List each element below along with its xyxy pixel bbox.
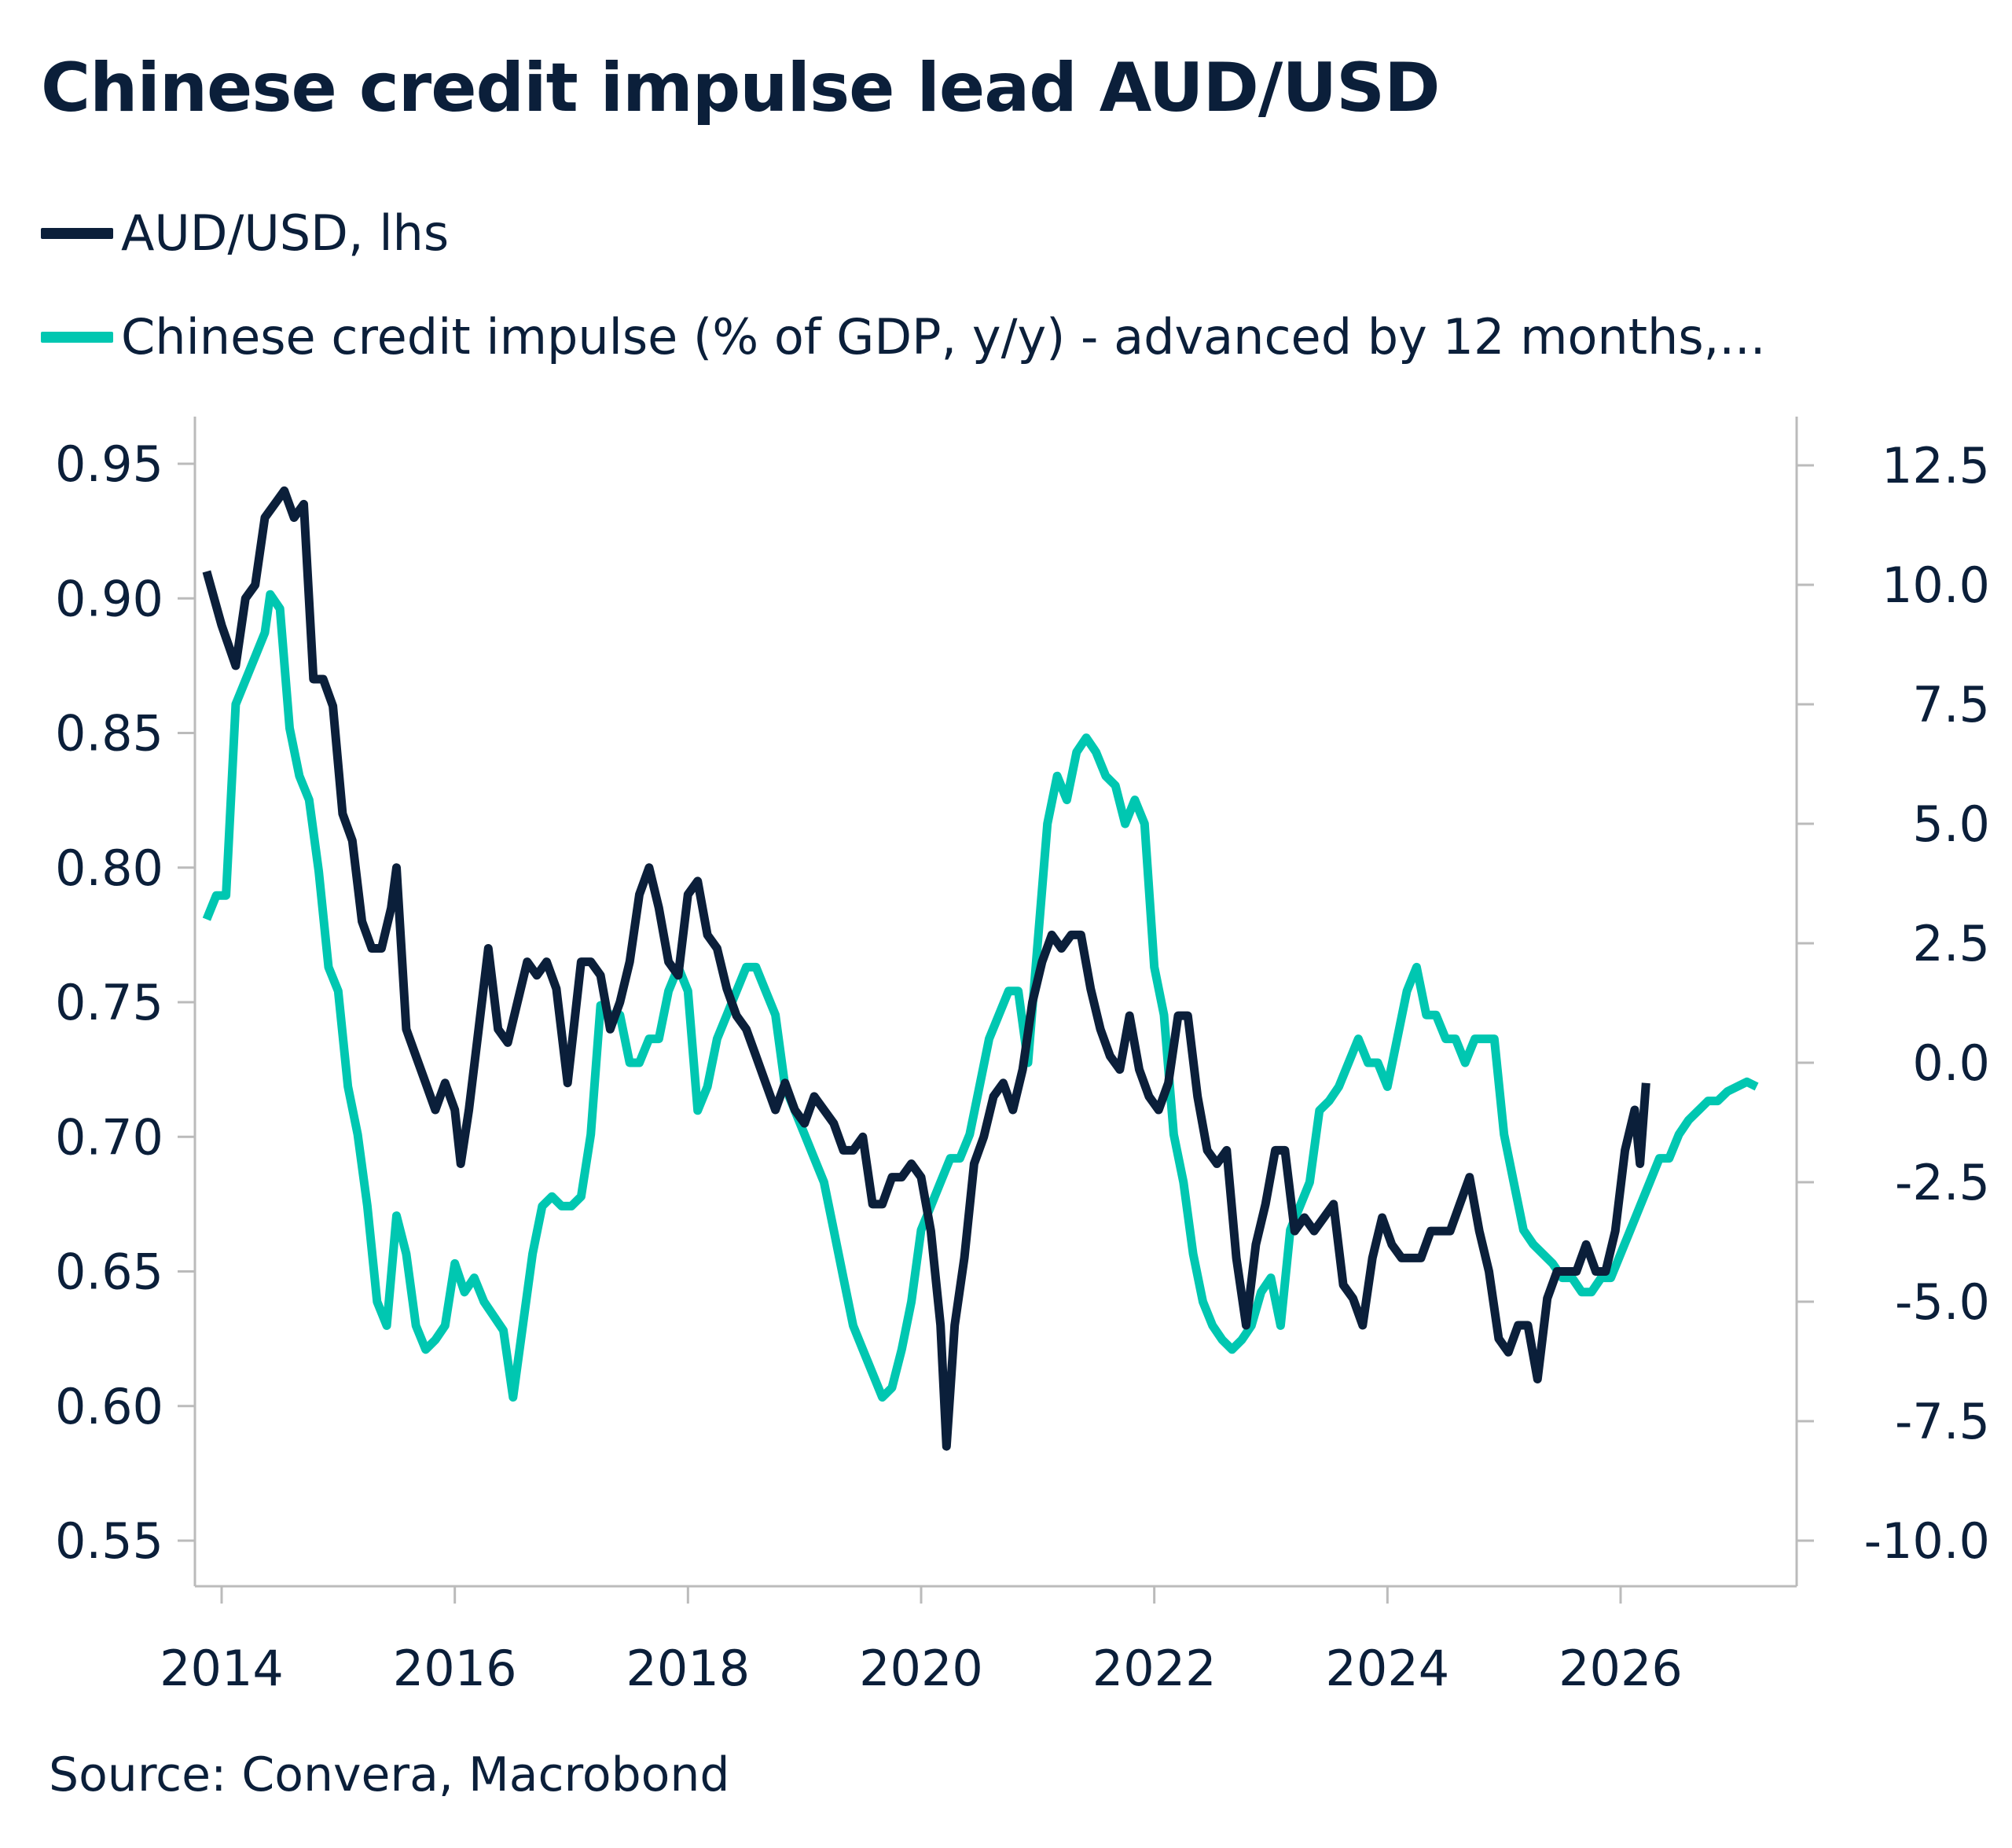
chart-axes: [178, 417, 1814, 1604]
left-tick-label: 0.65: [55, 1244, 163, 1301]
legend-item-credit-impulse: Chinese credit impulse (% of GDP, y/y) -…: [41, 310, 1765, 365]
left-tick-label: 0.90: [55, 570, 163, 627]
right-tick-label: -2.5: [1895, 1154, 1990, 1211]
legend-swatch-credit-impulse: [41, 332, 113, 343]
right-tick-label: 2.5: [1912, 915, 1990, 972]
right-tick-label: -7.5: [1895, 1393, 1990, 1450]
source-note: Source: Convera, Macrobond: [49, 1747, 730, 1802]
tick-labels: 0.95 0.90 0.85 0.80 0.75 0.70 0.65 0.60 0.55 12.5…: [55, 435, 1990, 1697]
x-tick-label: 2026: [1559, 1640, 1683, 1697]
right-tick-label: -10.0: [1864, 1512, 1990, 1570]
legend-swatch-audusd: [41, 228, 113, 239]
series-layer: [202, 486, 1759, 1451]
legend-label-credit-impulse: Chinese credit impulse (% of GDP, y/y) -…: [121, 308, 1766, 366]
left-tick-label: 0.70: [55, 1108, 163, 1166]
legend: AUD/USD, lhs Chinese credit impulse (% o…: [41, 206, 1765, 413]
right-tick-label: 5.0: [1912, 795, 1990, 853]
x-tick-label: 2024: [1325, 1640, 1449, 1697]
x-tick-label: 2022: [1092, 1640, 1217, 1697]
right-tick-label: 0.0: [1912, 1034, 1990, 1092]
x-tick-label: 2016: [393, 1640, 517, 1697]
left-tick-label: 0.60: [55, 1378, 163, 1435]
chart-title: Chinese credit impulse lead AUD/USD: [41, 49, 1440, 127]
legend-item-audusd: AUD/USD, lhs: [41, 206, 1765, 261]
x-tick-label: 2018: [626, 1640, 750, 1697]
left-tick-label: 0.85: [55, 705, 163, 762]
left-tick-label: 0.80: [55, 839, 163, 897]
right-tick-label: 7.5: [1912, 676, 1990, 733]
left-tick-label: 0.75: [55, 974, 163, 1031]
legend-label-audusd: AUD/USD, lhs: [121, 204, 450, 262]
x-tick-label: 2014: [160, 1640, 284, 1697]
left-tick-label: 0.55: [55, 1512, 163, 1570]
left-tick-label: 0.95: [55, 435, 163, 493]
x-tick-label: 2020: [859, 1640, 983, 1697]
right-tick-label: 12.5: [1882, 437, 1990, 494]
right-tick-label: -5.0: [1895, 1273, 1990, 1331]
series-line-audusd: [202, 486, 1650, 1451]
series-line-credit-impulse: [202, 590, 1759, 1402]
right-tick-label: 10.0: [1882, 557, 1990, 614]
